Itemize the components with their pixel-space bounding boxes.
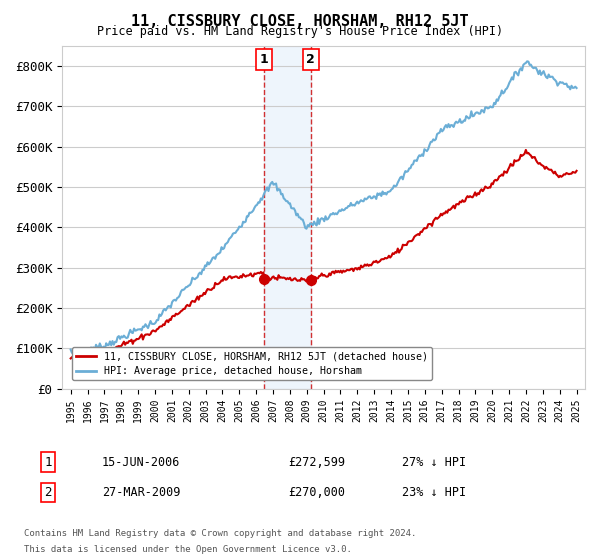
Legend: 11, CISSBURY CLOSE, HORSHAM, RH12 5JT (detached house), HPI: Average price, deta: 11, CISSBURY CLOSE, HORSHAM, RH12 5JT (d…	[73, 347, 433, 380]
Text: 11, CISSBURY CLOSE, HORSHAM, RH12 5JT: 11, CISSBURY CLOSE, HORSHAM, RH12 5JT	[131, 14, 469, 29]
Text: 27% ↓ HPI: 27% ↓ HPI	[402, 455, 466, 469]
Text: 27-MAR-2009: 27-MAR-2009	[102, 486, 181, 500]
Text: 23% ↓ HPI: 23% ↓ HPI	[402, 486, 466, 500]
Text: £270,000: £270,000	[288, 486, 345, 500]
Bar	[264, 46, 311, 389]
Text: 2: 2	[307, 53, 315, 66]
Text: 2: 2	[44, 486, 52, 500]
Text: Contains HM Land Registry data © Crown copyright and database right 2024.: Contains HM Land Registry data © Crown c…	[24, 529, 416, 538]
Text: This data is licensed under the Open Government Licence v3.0.: This data is licensed under the Open Gov…	[24, 545, 352, 554]
Text: £272,599: £272,599	[288, 455, 345, 469]
Text: 15-JUN-2006: 15-JUN-2006	[102, 455, 181, 469]
Text: Price paid vs. HM Land Registry's House Price Index (HPI): Price paid vs. HM Land Registry's House …	[97, 25, 503, 38]
Text: 1: 1	[260, 53, 268, 66]
Text: 1: 1	[44, 455, 52, 469]
